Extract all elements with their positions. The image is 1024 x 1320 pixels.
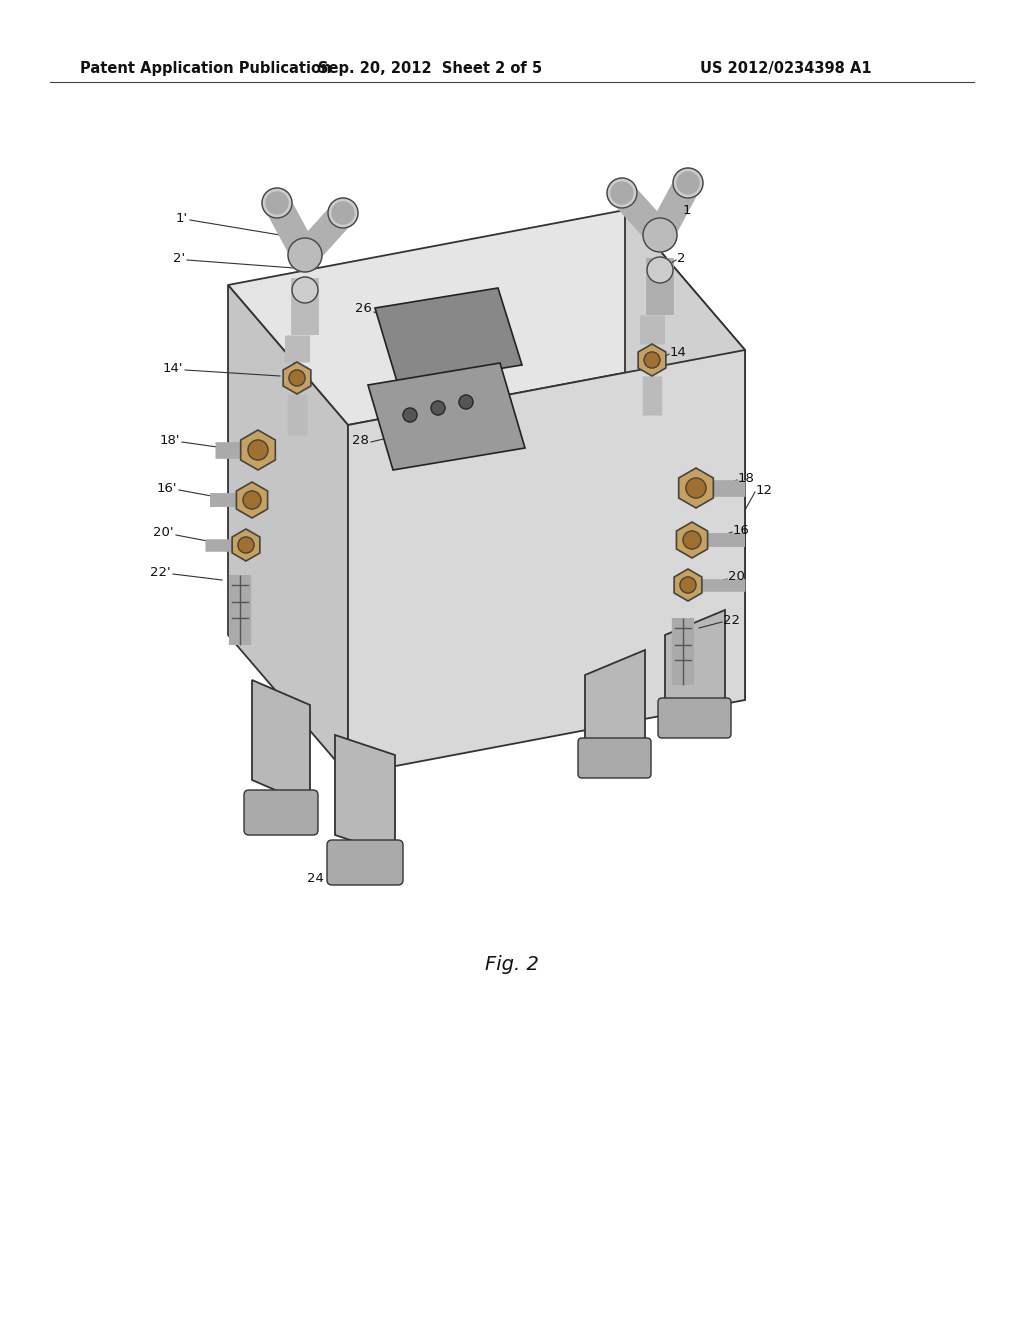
Circle shape xyxy=(647,257,673,282)
Polygon shape xyxy=(674,569,701,601)
Circle shape xyxy=(686,478,706,498)
Polygon shape xyxy=(368,363,525,470)
Circle shape xyxy=(644,352,660,368)
Polygon shape xyxy=(348,350,745,775)
Polygon shape xyxy=(677,521,708,558)
Text: 1: 1 xyxy=(683,203,691,216)
Circle shape xyxy=(431,401,445,414)
Text: 18: 18 xyxy=(738,471,755,484)
Circle shape xyxy=(643,218,677,252)
Text: 20: 20 xyxy=(728,570,744,583)
Circle shape xyxy=(266,191,288,214)
Polygon shape xyxy=(232,529,260,561)
Text: 22: 22 xyxy=(723,614,740,627)
Text: 1': 1' xyxy=(176,211,188,224)
Text: Fig. 2: Fig. 2 xyxy=(485,956,539,974)
FancyBboxPatch shape xyxy=(578,738,651,777)
Text: 2': 2' xyxy=(173,252,185,264)
Circle shape xyxy=(673,168,703,198)
Polygon shape xyxy=(625,210,745,700)
Circle shape xyxy=(607,178,637,209)
Circle shape xyxy=(680,577,696,593)
Circle shape xyxy=(262,187,292,218)
Polygon shape xyxy=(228,210,745,425)
Circle shape xyxy=(243,491,261,510)
Text: Patent Application Publication: Patent Application Publication xyxy=(80,61,332,75)
FancyBboxPatch shape xyxy=(327,840,403,884)
Text: 18': 18' xyxy=(160,433,180,446)
Circle shape xyxy=(459,395,473,409)
Polygon shape xyxy=(679,469,714,508)
Text: 14: 14 xyxy=(670,346,687,359)
Polygon shape xyxy=(638,345,666,376)
Text: 16': 16' xyxy=(157,482,177,495)
Polygon shape xyxy=(375,288,522,385)
Polygon shape xyxy=(585,649,645,775)
Circle shape xyxy=(677,172,699,194)
Circle shape xyxy=(328,198,358,228)
Circle shape xyxy=(288,238,322,272)
FancyBboxPatch shape xyxy=(244,789,318,836)
Circle shape xyxy=(403,408,417,422)
FancyBboxPatch shape xyxy=(658,698,731,738)
Polygon shape xyxy=(228,285,348,775)
Text: 20': 20' xyxy=(154,527,174,540)
Text: 24: 24 xyxy=(306,871,324,884)
Circle shape xyxy=(248,440,268,459)
Polygon shape xyxy=(252,680,310,805)
Circle shape xyxy=(332,202,354,224)
Circle shape xyxy=(683,531,701,549)
Circle shape xyxy=(238,537,254,553)
Circle shape xyxy=(292,277,318,304)
Text: 16: 16 xyxy=(733,524,750,536)
Text: Sep. 20, 2012  Sheet 2 of 5: Sep. 20, 2012 Sheet 2 of 5 xyxy=(317,61,542,75)
Polygon shape xyxy=(284,362,311,393)
Polygon shape xyxy=(241,430,275,470)
Circle shape xyxy=(611,182,633,205)
Text: 26: 26 xyxy=(355,301,372,314)
Text: 12: 12 xyxy=(756,483,773,496)
Circle shape xyxy=(289,370,305,385)
Text: 14': 14' xyxy=(163,362,183,375)
Polygon shape xyxy=(665,610,725,735)
Text: 2: 2 xyxy=(677,252,685,264)
Text: US 2012/0234398 A1: US 2012/0234398 A1 xyxy=(700,61,871,75)
Text: 22': 22' xyxy=(151,565,171,578)
Polygon shape xyxy=(237,482,267,517)
Text: 28: 28 xyxy=(352,433,369,446)
Polygon shape xyxy=(335,735,395,855)
